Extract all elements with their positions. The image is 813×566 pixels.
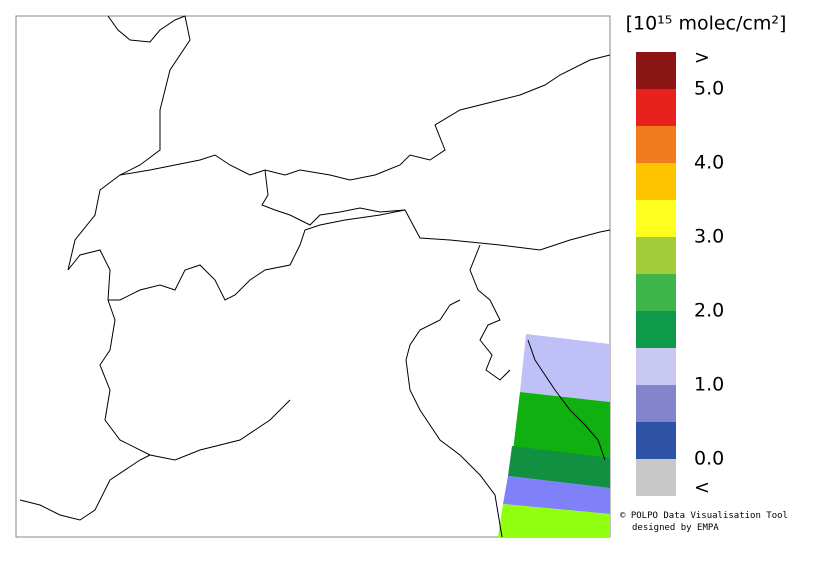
credit-line: designed by EMPA	[632, 523, 719, 533]
legend-swatch	[636, 89, 676, 126]
legend-label: 5.0	[694, 78, 724, 100]
color-legend: [10¹⁵ molec/cm²] >5.0 4.0 3.0 2.0 1.0 0.0 <	[626, 13, 787, 499]
legend-label: 2.0	[694, 300, 724, 322]
legend-label: 0.0	[694, 448, 724, 470]
swath-band	[498, 504, 610, 537]
legend-swatch	[636, 126, 676, 163]
map-area	[15, 15, 611, 538]
legend-swatch	[636, 348, 676, 385]
swath-band	[503, 476, 610, 514]
credit-line: © POLPO Data Visualisation Tool	[620, 511, 788, 521]
legend-swatch	[636, 274, 676, 311]
swath-band	[520, 334, 610, 402]
map-frame	[15, 15, 611, 538]
legend-label: >	[694, 47, 710, 69]
country-borders	[19, 15, 611, 538]
legend-swatch	[636, 52, 676, 89]
legend-swatch	[636, 385, 676, 422]
legend-label: 3.0	[694, 226, 724, 248]
legend-label: 4.0	[694, 152, 724, 174]
legend-swatch	[636, 311, 676, 348]
legend-swatch	[636, 200, 676, 237]
legend-swatch	[636, 237, 676, 274]
legend-swatch	[636, 422, 676, 459]
legend-swatch	[636, 459, 676, 496]
swath-band	[508, 446, 610, 488]
legend-label: 1.0	[694, 374, 724, 396]
legend-swatch	[636, 163, 676, 200]
legend-label: <	[694, 477, 710, 499]
legend-unit: [10¹⁵ molec/cm²]	[626, 13, 787, 35]
